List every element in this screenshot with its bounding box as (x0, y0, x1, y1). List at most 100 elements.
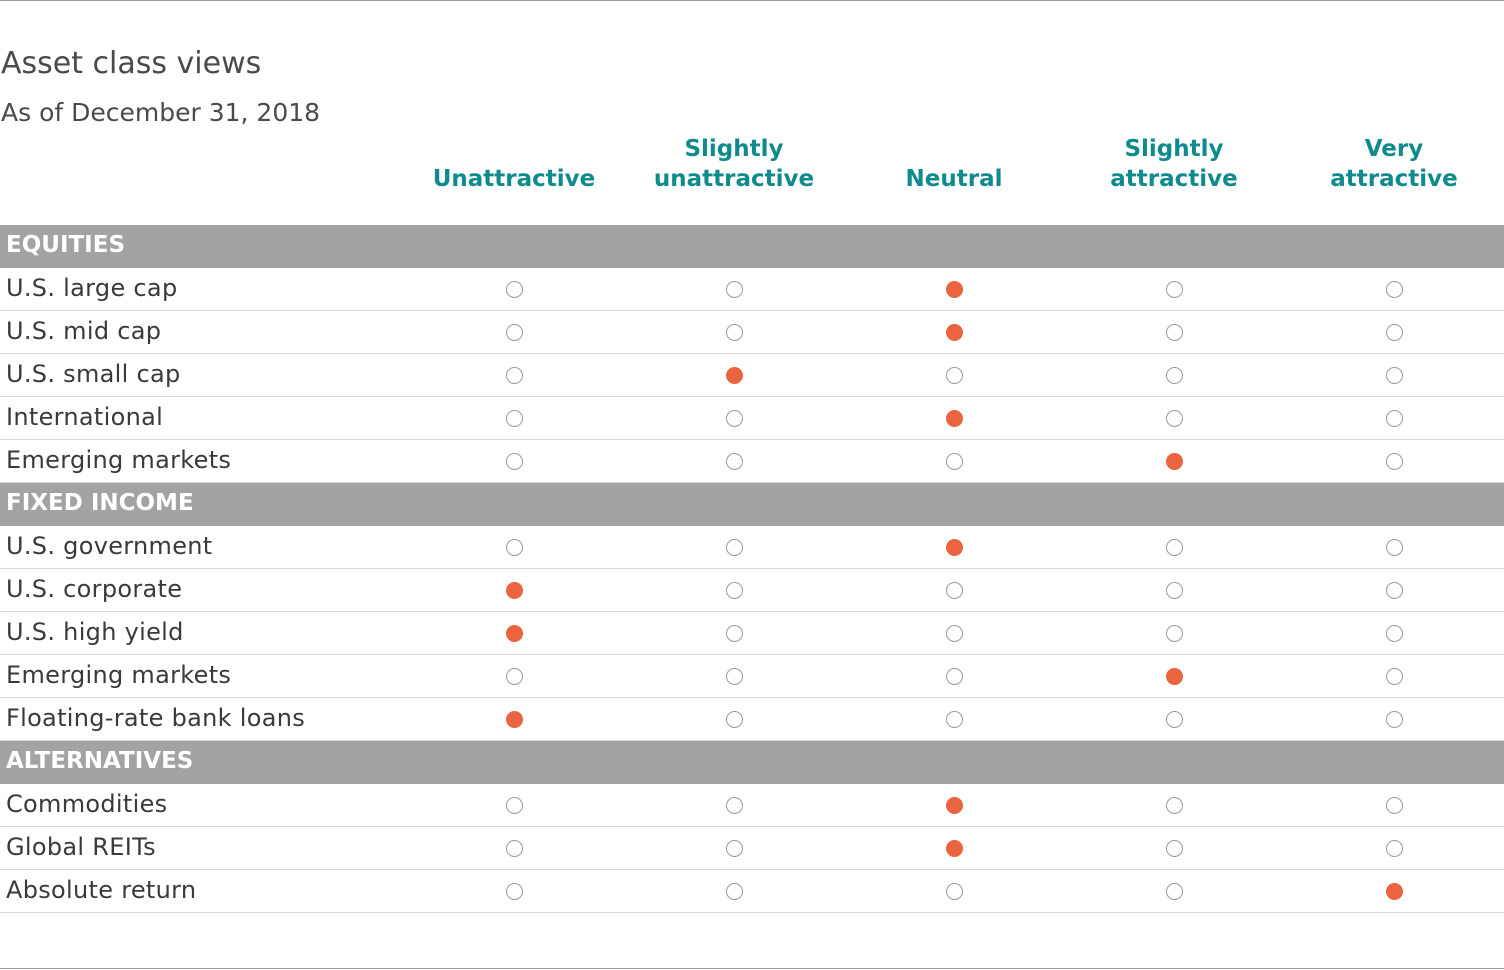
section-label: EQUITIES (6, 232, 126, 258)
table-row: Emerging markets (0, 655, 1504, 698)
empty-view-dot (1165, 324, 1183, 341)
column-header-2: Neutral (844, 164, 1064, 194)
table-row: International (0, 397, 1504, 440)
empty-view-dot (725, 711, 743, 728)
empty-view-dot (1165, 625, 1183, 642)
top-rule (0, 0, 1504, 1)
chart-title: Asset class views (1, 46, 262, 81)
empty-view-dot (1385, 281, 1403, 298)
empty-view-dot (1165, 797, 1183, 814)
section-label: FIXED INCOME (6, 490, 194, 516)
empty-view-dot (725, 539, 743, 556)
empty-view-dot (1385, 367, 1403, 384)
empty-view-dot (1165, 840, 1183, 857)
empty-view-dot (1385, 711, 1403, 728)
chart-subtitle: As of December 31, 2018 (1, 98, 321, 127)
empty-view-dot (505, 367, 523, 384)
row-label: U.S. mid cap (6, 317, 162, 345)
empty-view-dot (505, 410, 523, 427)
section-header: FIXED INCOME (0, 483, 1504, 526)
column-header-line: Slightly (684, 136, 784, 162)
row-label: Absolute return (6, 876, 197, 904)
table-row: U.S. corporate (0, 569, 1504, 612)
table-row: U.S. small cap (0, 354, 1504, 397)
column-header-line: unattractive (653, 166, 815, 192)
empty-view-dot (725, 625, 743, 642)
empty-view-dot (1165, 367, 1183, 384)
empty-view-dot (1385, 453, 1403, 470)
table-row: Floating-rate bank loans (0, 698, 1504, 741)
empty-view-dot (1165, 539, 1183, 556)
empty-view-dot (505, 883, 523, 900)
row-label: U.S. high yield (6, 618, 184, 646)
empty-view-dot (1385, 840, 1403, 857)
selected-view-dot (945, 281, 963, 298)
row-label: U.S. small cap (6, 360, 181, 388)
selected-view-dot (1165, 668, 1183, 685)
empty-view-dot (725, 324, 743, 341)
row-label: U.S. corporate (6, 575, 183, 603)
row-label: U.S. government (6, 532, 213, 560)
selected-view-dot (505, 711, 523, 728)
empty-view-dot (945, 367, 963, 384)
empty-view-dot (725, 281, 743, 298)
empty-view-dot (945, 883, 963, 900)
column-header-line: Very (1364, 136, 1424, 162)
table-row: U.S. large cap (0, 268, 1504, 311)
empty-view-dot (1165, 883, 1183, 900)
column-header-0: Unattractive (404, 164, 624, 194)
column-header-1: Slightly unattractive (624, 134, 844, 194)
column-header-line: attractive (1330, 166, 1458, 192)
empty-view-dot (1385, 668, 1403, 685)
empty-view-dot (505, 840, 523, 857)
table-row: Emerging markets (0, 440, 1504, 483)
row-label: International (6, 403, 164, 431)
column-header-line: Slightly (1124, 136, 1224, 162)
selected-view-dot (725, 367, 743, 384)
empty-view-dot (945, 668, 963, 685)
row-label: Floating-rate bank loans (6, 704, 306, 732)
row-label: Commodities (6, 790, 168, 818)
selected-view-dot (945, 410, 963, 427)
empty-view-dot (505, 668, 523, 685)
empty-view-dot (725, 797, 743, 814)
column-header-3: Slightly attractive (1064, 134, 1284, 194)
empty-view-dot (505, 797, 523, 814)
empty-view-dot (945, 453, 963, 470)
section-header: ALTERNATIVES (0, 741, 1504, 784)
empty-view-dot (1165, 281, 1183, 298)
row-label: Emerging markets (6, 661, 232, 689)
table-row: Global REITs (0, 827, 1504, 870)
row-label: U.S. large cap (6, 274, 178, 302)
empty-view-dot (505, 281, 523, 298)
empty-view-dot (1385, 410, 1403, 427)
table-row: Commodities (0, 784, 1504, 827)
empty-view-dot (725, 668, 743, 685)
table-row: U.S. high yield (0, 612, 1504, 655)
row-label: Global REITs (6, 833, 156, 861)
empty-view-dot (505, 324, 523, 341)
empty-view-dot (725, 840, 743, 857)
empty-view-dot (505, 539, 523, 556)
section-label: ALTERNATIVES (6, 748, 194, 774)
selected-view-dot (945, 324, 963, 341)
empty-view-dot (1385, 797, 1403, 814)
empty-view-dot (945, 711, 963, 728)
row-label: Emerging markets (6, 446, 232, 474)
empty-view-dot (945, 582, 963, 599)
selected-view-dot (505, 625, 523, 642)
selected-view-dot (945, 797, 963, 814)
selected-view-dot (945, 539, 963, 556)
column-header-4: Very attractive (1284, 134, 1504, 194)
empty-view-dot (1385, 324, 1403, 341)
empty-view-dot (1385, 539, 1403, 556)
empty-view-dot (725, 453, 743, 470)
empty-view-dot (1165, 582, 1183, 599)
empty-view-dot (505, 453, 523, 470)
selected-view-dot (1385, 883, 1403, 900)
table-row: Absolute return (0, 870, 1504, 913)
selected-view-dot (505, 582, 523, 599)
empty-view-dot (945, 625, 963, 642)
table-row: U.S. government (0, 526, 1504, 569)
